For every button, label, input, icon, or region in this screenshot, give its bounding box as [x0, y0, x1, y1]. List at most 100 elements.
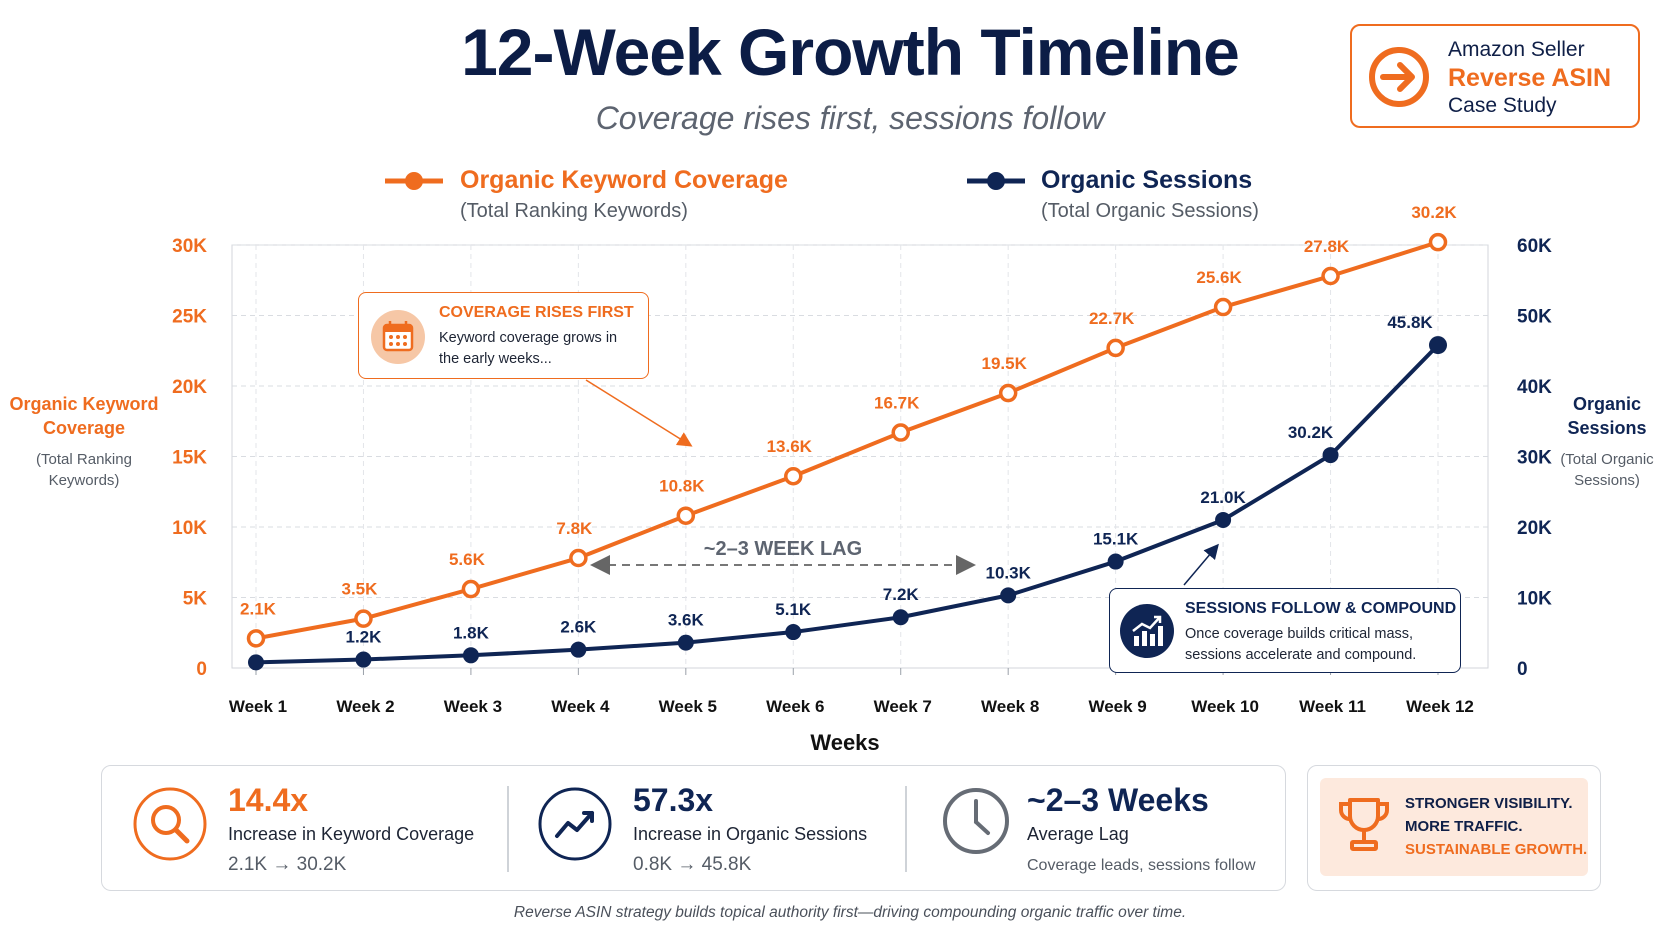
lag-label: ~2–3 WEEK LAG	[704, 538, 862, 560]
stat-coverage-value: 14.4x	[228, 782, 309, 818]
stats-panel: 14.4x Increase in Keyword Coverage 2.1K …	[101, 765, 1286, 891]
data-label-coverage: 22.7K	[1089, 309, 1135, 328]
data-label-sessions: 45.8K	[1387, 313, 1433, 332]
growth-line-1: STRONGER VISIBILITY.	[1405, 795, 1573, 812]
point-coverage	[891, 423, 910, 442]
right-axis-tick-label: 50K	[1517, 307, 1552, 328]
left-axis-tick-label: 10K	[172, 518, 207, 539]
x-axis-tick-label: Week 8	[981, 697, 1039, 716]
stat-sessions-detail: 0.8K → 45.8K	[633, 854, 752, 875]
data-label-coverage: 3.5K	[341, 580, 378, 599]
arrow-right-circle-icon	[1366, 44, 1432, 115]
data-label-sessions: 21.0K	[1200, 488, 1246, 507]
badge-line-1: Amazon Seller	[1448, 38, 1585, 61]
trophy-icon	[1336, 794, 1392, 863]
point-sessions	[1322, 447, 1339, 464]
point-coverage	[1321, 266, 1340, 286]
data-label-coverage: 5.6K	[449, 550, 486, 569]
data-label-sessions: 15.1K	[1093, 530, 1139, 549]
x-axis-tick-label: Week 1	[229, 697, 287, 716]
data-label-coverage: 10.8K	[659, 477, 705, 496]
data-label-sessions: 2.6K	[560, 618, 597, 637]
point-coverage	[461, 579, 481, 599]
coverage-callout-title: COVERAGE RISES FIRST	[439, 304, 634, 321]
data-label-sessions: 3.6K	[668, 611, 705, 630]
point-coverage	[1428, 232, 1448, 252]
legend-sessions-label: Organic Sessions	[1041, 166, 1253, 194]
x-axis-tick-label: Week 10	[1191, 697, 1259, 716]
legend-sessions-sub: (Total Organic Sessions)	[1041, 200, 1259, 222]
data-label-coverage: 13.6K	[767, 437, 813, 456]
right-axis-tick-label: 40K	[1517, 377, 1552, 398]
coverage-callout-arrow	[585, 379, 693, 447]
sessions-callout: SESSIONS FOLLOW & COMPOUND Once coverage…	[1109, 588, 1461, 673]
left-axis-sub-line-1: (Total Ranking	[36, 451, 132, 468]
line-chart: 0 5K 10K 15K 20K 25K 30K 0 10K 20K 30K 40K 50K 60K Wee…	[172, 203, 1552, 755]
data-label-coverage: 27.8K	[1304, 237, 1350, 256]
footer-note: Reverse ASIN strategy builds topical aut…	[513, 904, 1187, 921]
calendar-icon	[371, 310, 425, 369]
right-axis-tick-label: 60K	[1517, 236, 1552, 257]
left-axis-sub: (Total Ranking Keywords)	[0, 449, 168, 491]
trend-up-icon	[537, 786, 613, 867]
point-coverage	[676, 506, 696, 525]
coverage-callout: COVERAGE RISES FIRST Keyword coverage gr…	[358, 292, 649, 379]
stat-lag-detail: Coverage leads, sessions follow	[1027, 857, 1256, 874]
stat-coverage-detail: 2.1K → 30.2K	[228, 854, 347, 875]
data-label-sessions: 30.2K	[1288, 423, 1334, 442]
stats-divider-1	[507, 786, 509, 872]
right-axis-title: Organic Sessions	[1552, 392, 1662, 440]
left-axis-title-line-2: Coverage	[42, 418, 126, 438]
point-sessions	[462, 647, 479, 664]
data-label-coverage: 7.8K	[556, 519, 593, 538]
coverage-callout-text-line-2: the early weeks...	[439, 351, 552, 367]
right-axis-tick-label: 0	[1517, 659, 1528, 680]
right-axis-tick-label: 10K	[1517, 589, 1552, 610]
point-coverage	[998, 383, 1018, 403]
page-subtitle: Coverage rises first, sessions follow	[595, 100, 1105, 136]
bar-chart-growth-icon	[1120, 604, 1174, 663]
stat-lag: ~2–3 Weeks Average Lag Coverage leads, s…	[905, 766, 1285, 892]
coverage-callout-text-line-1: Keyword coverage grows in	[439, 330, 618, 346]
stat-lag-value: ~2–3 Weeks	[1027, 782, 1209, 818]
data-label-sessions: 1.8K	[453, 623, 490, 642]
point-sessions	[677, 634, 694, 651]
point-sessions	[1000, 587, 1017, 604]
stat-lag-label: Average Lag	[1027, 824, 1129, 844]
point-sessions	[1107, 553, 1124, 570]
x-axis-title: Weeks	[810, 730, 879, 755]
data-label-coverage: 2.1K	[240, 599, 277, 618]
x-axis-tick-label: Week 6	[766, 697, 824, 716]
badge-line-2: Reverse ASIN	[1448, 64, 1612, 92]
stat-sessions-label: Increase in Organic Sessions	[633, 824, 868, 844]
right-axis-sub-line-2: Sessions)	[1574, 472, 1640, 489]
point-coverage	[569, 548, 588, 568]
legend-coverage-swatch	[383, 170, 445, 197]
coverage-callout-text: Keyword coverage grows in the early week…	[439, 328, 617, 370]
right-axis-title-line-2: Sessions	[1567, 418, 1647, 438]
point-sessions	[1429, 336, 1447, 355]
x-axis-tick-label: Week 4	[551, 697, 610, 716]
right-axis-tick-label: 30K	[1517, 448, 1552, 469]
point-coverage	[784, 466, 803, 486]
point-sessions	[785, 624, 802, 641]
point-coverage	[1106, 338, 1125, 358]
point-sessions	[1215, 511, 1232, 528]
sessions-callout-text-line-1: Once coverage builds critical mass,	[1185, 626, 1414, 642]
data-label-coverage: 25.6K	[1196, 268, 1242, 287]
clock-icon	[941, 786, 1011, 861]
x-axis-tick-label: Week 11	[1299, 697, 1366, 716]
growth-line-2: MORE TRAFFIC.	[1405, 818, 1523, 835]
stat-coverage-label: Increase in Keyword Coverage	[228, 824, 475, 844]
data-label-coverage: 19.5K	[981, 354, 1027, 373]
point-coverage	[1213, 297, 1233, 317]
left-axis-tick-label: 30K	[172, 236, 207, 257]
x-axis-tick-label: Week 2	[336, 697, 394, 716]
growth-panel: STRONGER VISIBILITY. MORE TRAFFIC. SUSTA…	[1307, 765, 1601, 891]
point-sessions	[355, 651, 372, 668]
legend-coverage-sub: (Total Ranking Keywords)	[460, 200, 688, 222]
stat-sessions: 57.3x Increase in Organic Sessions 0.8K …	[507, 766, 907, 892]
right-axis-sub: (Total Organic Sessions)	[1552, 449, 1662, 491]
left-axis-tick-label: 0	[196, 659, 207, 680]
data-label-sessions: 5.1K	[775, 600, 812, 619]
